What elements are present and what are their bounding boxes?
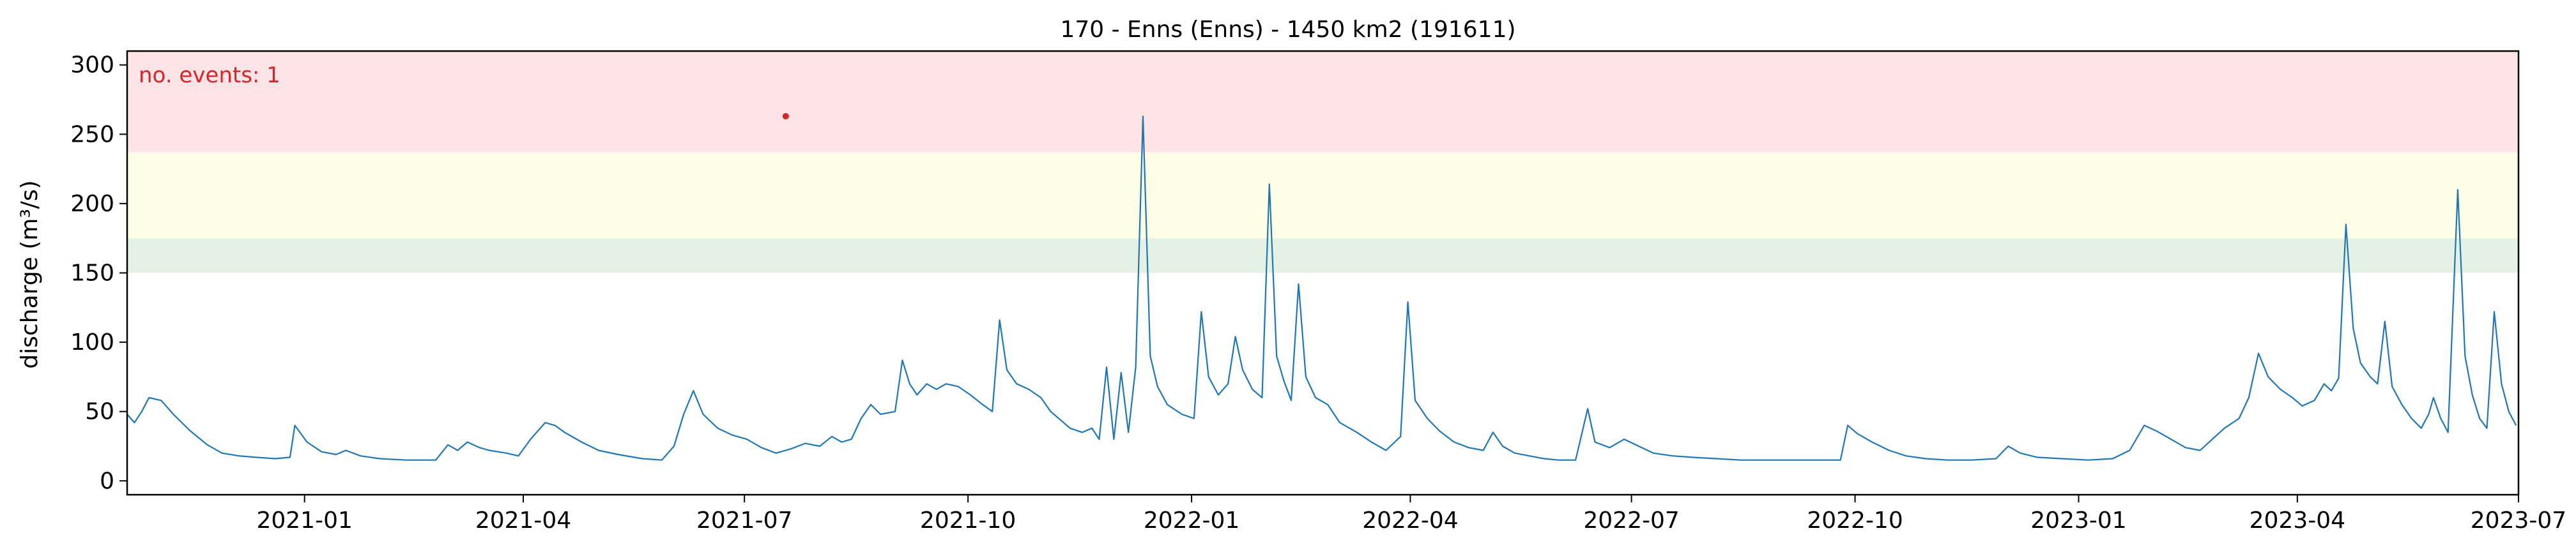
threshold-bands: [127, 51, 2518, 273]
threshold-band-1: [127, 238, 2518, 273]
y-tick-label-7: 300: [70, 52, 114, 79]
x-tick-label-8: 2022-10: [1807, 507, 1903, 534]
x-tick-label-2: 2021-04: [475, 507, 571, 534]
event-marker-1: [782, 113, 789, 120]
x-tick-label-4: 2021-10: [920, 507, 1016, 534]
x-tick-label-5: 2022-01: [1144, 507, 1239, 534]
y-tick-label-3: 100: [70, 329, 114, 356]
x-tick-label-7: 2022-07: [1583, 507, 1679, 534]
y-tick-label-1: 0: [100, 468, 114, 494]
y-axis-label: discharge (m³/s): [17, 180, 43, 368]
chart-title: 170 - Enns (Enns) - 1450 km2 (191611): [1060, 17, 1515, 43]
x-axis: 2021-01 2021-04 2021-07 2021-10 2022-01 2022-…: [256, 495, 2566, 534]
y-tick-label-2: 50: [85, 399, 114, 425]
series-layer: [126, 116, 2517, 461]
discharge-line-1: [126, 116, 2517, 461]
x-tick-label-6: 2022-04: [1362, 507, 1458, 534]
threshold-band-3: [127, 51, 2518, 153]
y-tick-label-6: 250: [70, 121, 114, 147]
y-tick-label-5: 200: [70, 191, 114, 217]
x-tick-label-10: 2023-04: [2250, 507, 2345, 534]
events-layer: [782, 113, 789, 120]
y-tick-label-4: 150: [70, 260, 114, 287]
events-annotation: no. events: 1: [139, 63, 280, 88]
x-tick-label-3: 2021-07: [696, 507, 792, 534]
x-tick-label-9: 2023-01: [2030, 507, 2126, 534]
x-tick-label-1: 2021-01: [256, 507, 352, 534]
x-tick-label-11: 2023-07: [2471, 507, 2566, 534]
y-axis: 0 50 100 150 200 250 300: [70, 52, 127, 494]
threshold-band-2: [127, 152, 2518, 239]
